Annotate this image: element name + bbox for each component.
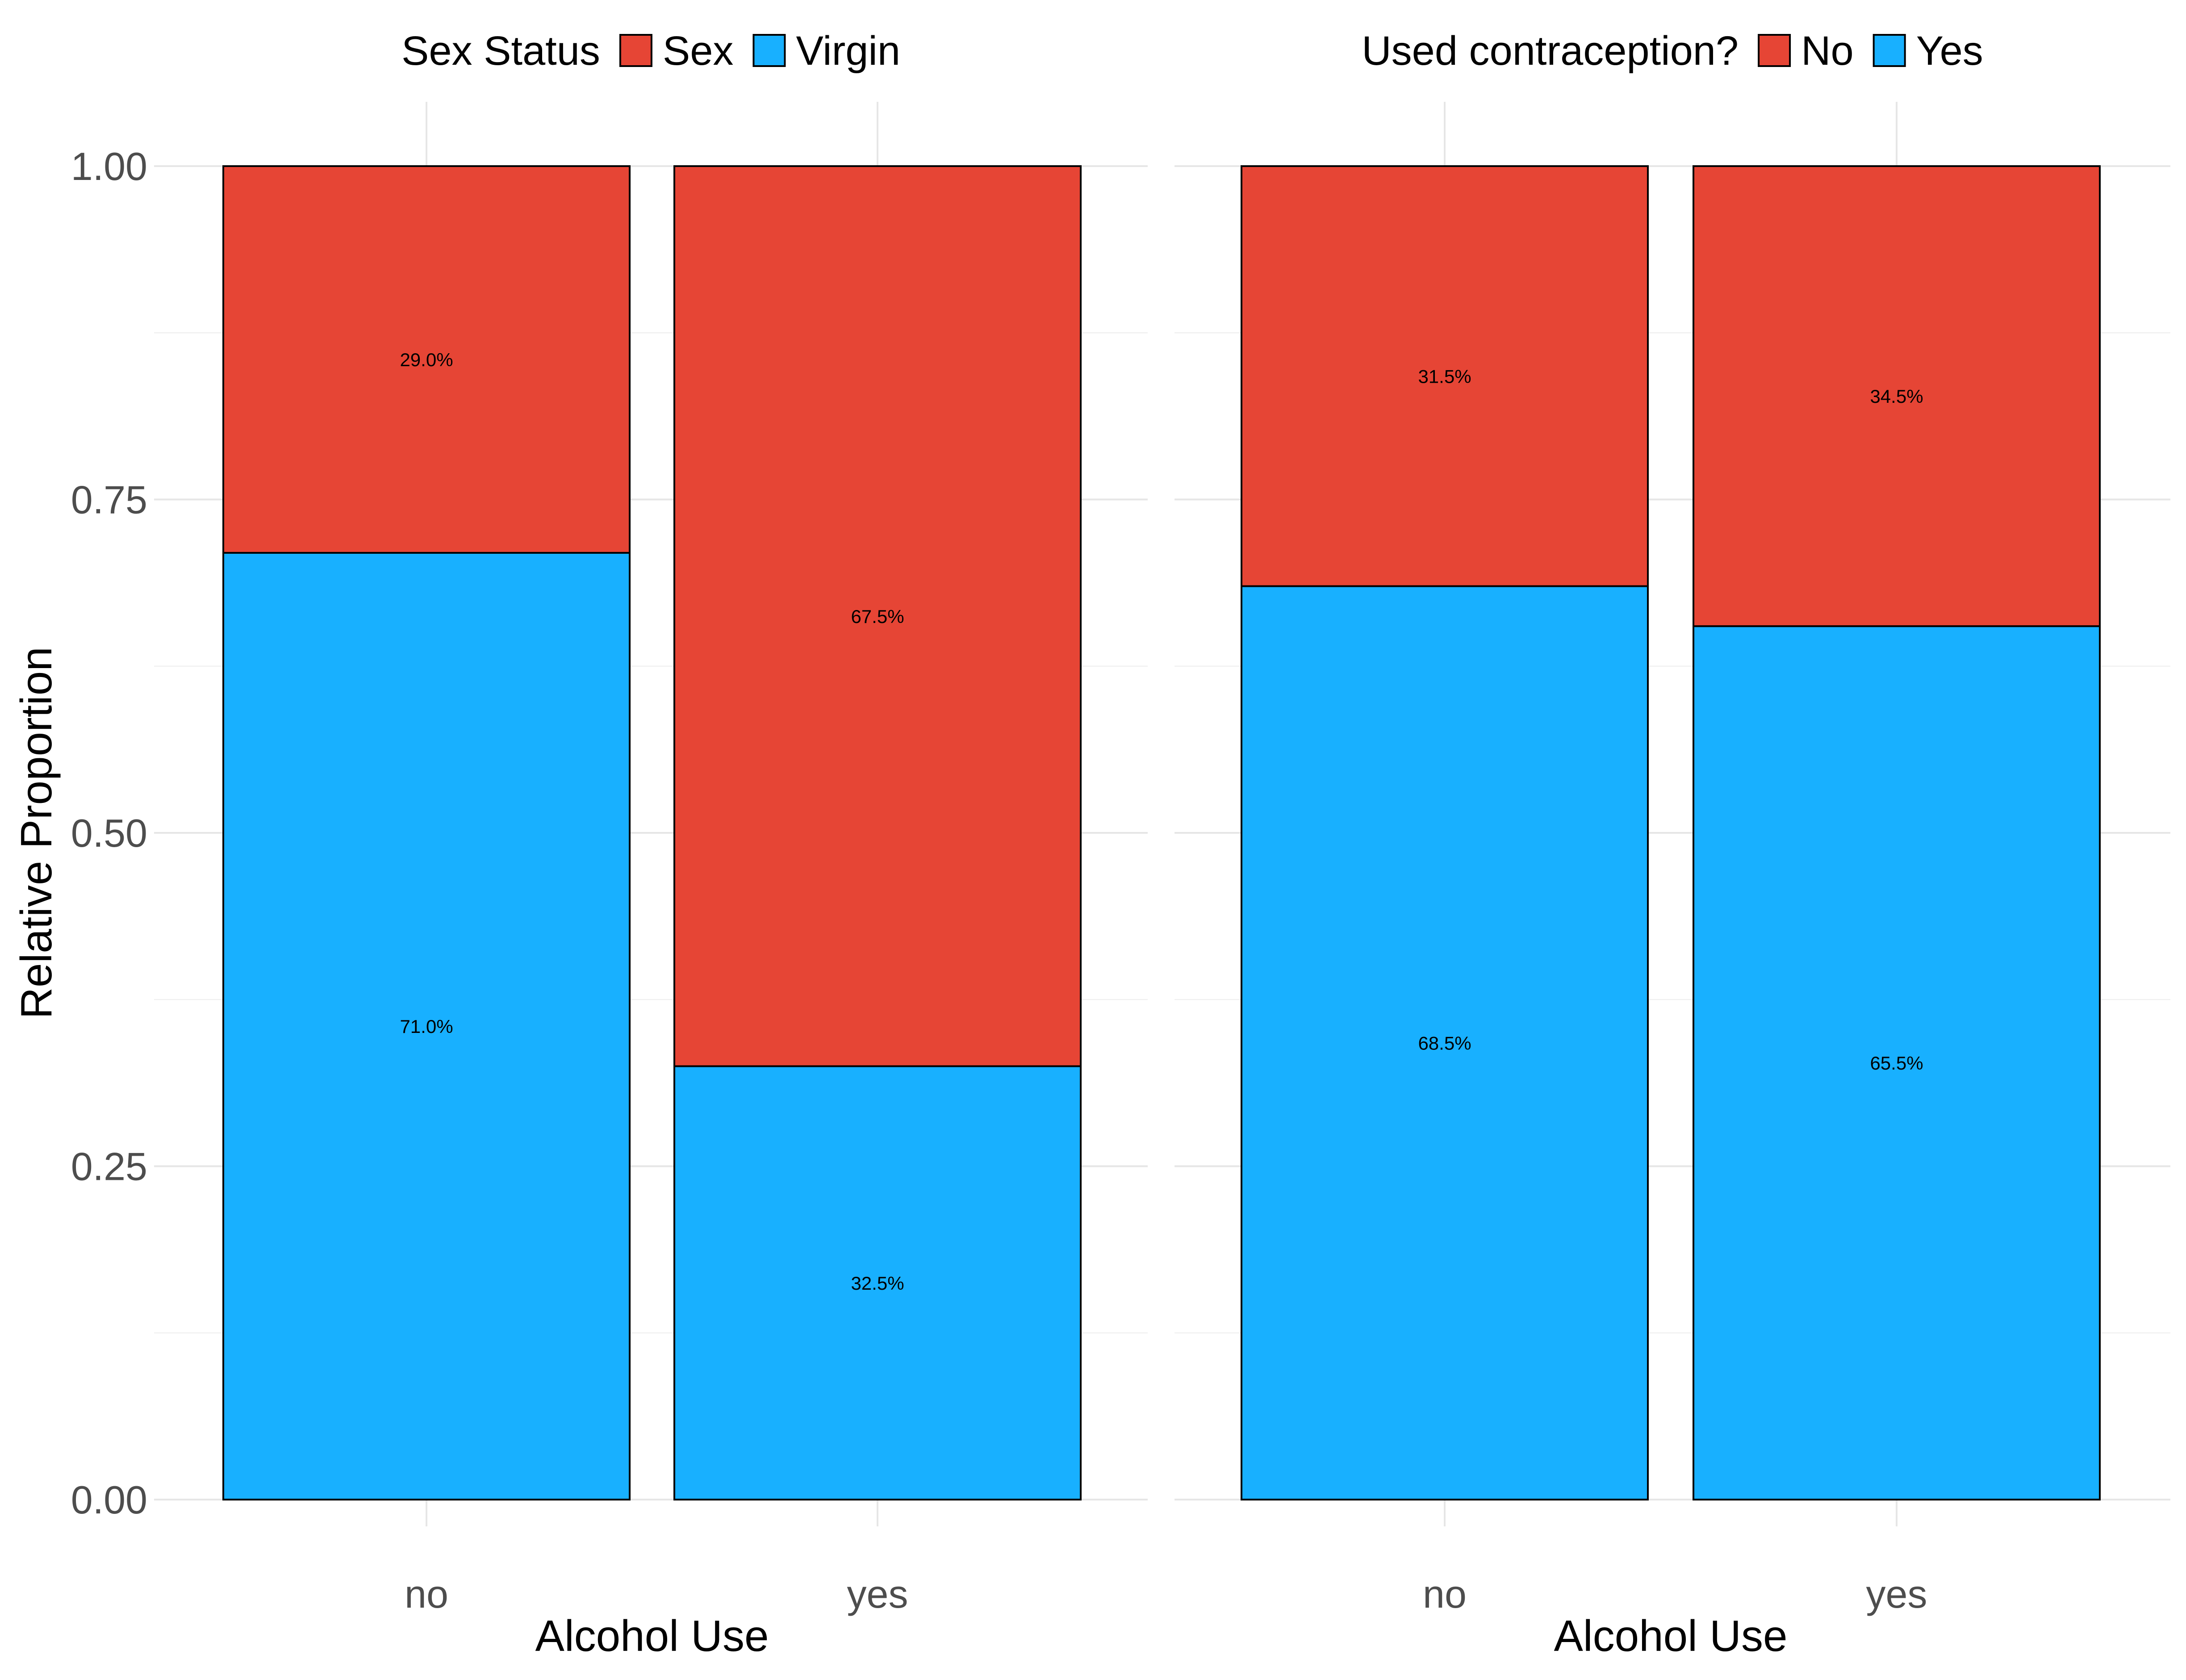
chart-panel-2: 68.5% 31.5% 65.5% 34.5% no yes Alcohol Use Used… <box>1175 28 2170 1660</box>
x-tick-label: yes <box>1866 1572 1927 1616</box>
legend-key-swatch <box>1758 34 1791 67</box>
y-tick-label: 0.00 <box>71 1478 147 1522</box>
data-label: 32.5% <box>851 1273 904 1294</box>
data-label: 67.5% <box>851 606 904 627</box>
data-label: 68.5% <box>1418 1032 1471 1053</box>
bar-no-virgin <box>222 552 631 1500</box>
bar-no-yes <box>1241 585 1649 1500</box>
legend-key-swatch <box>1873 34 1906 67</box>
x-tick-label: no <box>405 1572 448 1616</box>
y-tick-label: 0.25 <box>71 1145 147 1189</box>
legend-key-label: Sex <box>663 28 734 74</box>
legend-key-label: No <box>1801 28 1854 74</box>
chart-panels: 71.0% 29.0% 32.5% 67.5% no yes Alcohol Use 0.00… <box>12 28 2170 1660</box>
legend: Sex Status Sex Virgin <box>401 28 900 74</box>
legend-title: Sex Status <box>401 28 600 74</box>
bar-yes-virgin <box>673 1065 1082 1501</box>
chart-panel-1: 71.0% 29.0% 32.5% 67.5% no yes Alcohol Use 0.00… <box>12 28 1148 1660</box>
y-tick-label: 0.50 <box>71 811 147 855</box>
legend-key-swatch <box>752 34 786 67</box>
bar-no-sex <box>222 165 631 554</box>
bar-yes-sex <box>673 165 1082 1067</box>
data-label: 65.5% <box>1870 1053 1923 1074</box>
data-label: 71.0% <box>400 1016 453 1037</box>
y-tick-label: 0.75 <box>71 478 147 522</box>
data-label: 31.5% <box>1418 366 1471 387</box>
bar-yes-no <box>1693 165 2101 627</box>
legend: Used contraception? No Yes <box>1362 28 1983 74</box>
legend-title: Used contraception? <box>1362 28 1739 74</box>
x-tick-label: yes <box>847 1572 908 1616</box>
data-label: 29.0% <box>400 349 453 370</box>
data-label: 34.5% <box>1870 386 1923 407</box>
y-tick-label: 1.00 <box>71 144 147 188</box>
x-axis-title: Alcohol Use <box>535 1611 769 1660</box>
legend-key-swatch <box>619 34 652 67</box>
legend-key-label: Virgin <box>796 28 900 74</box>
x-tick-label: no <box>1423 1572 1467 1616</box>
x-axis-title: Alcohol Use <box>1554 1611 1788 1660</box>
legend-key-label: Yes <box>1916 28 1983 74</box>
bar-yes-yes <box>1693 625 2101 1500</box>
y-axis-title: Relative Proportion <box>12 647 61 1019</box>
bar-no-no <box>1241 165 1649 587</box>
